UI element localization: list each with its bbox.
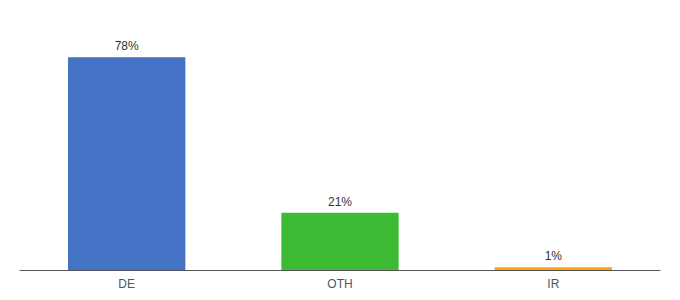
svg-text:DE: DE xyxy=(118,277,135,291)
svg-text:78%: 78% xyxy=(115,39,139,53)
svg-text:1%: 1% xyxy=(545,249,563,263)
svg-text:IR: IR xyxy=(547,277,559,291)
svg-text:21%: 21% xyxy=(328,195,352,209)
svg-text:OTH: OTH xyxy=(327,277,352,291)
